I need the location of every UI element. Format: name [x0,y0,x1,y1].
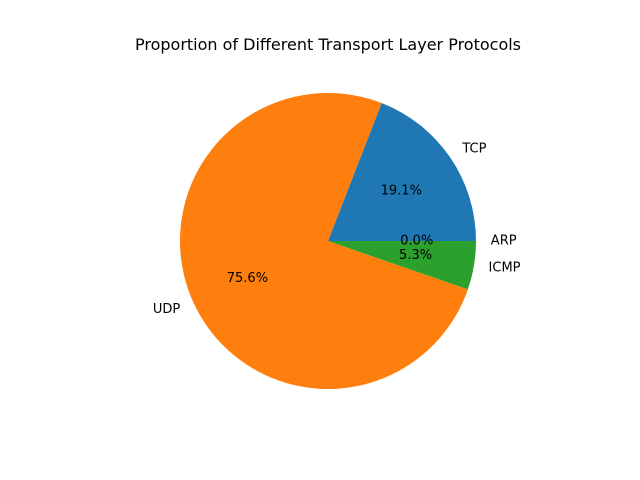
pie-slice-icmp [328,241,476,290]
slice-label-arp: ARP [491,234,517,249]
slice-label-icmp: ICMP [489,260,521,275]
pie-slice-udp [179,92,468,389]
slice-pct-udp: 75.6% [227,271,268,286]
slice-pct-arp: 0.0% [400,234,433,249]
slice-label-tcp: TCP [461,142,486,157]
slice-pct-tcp: 19.1% [381,183,422,198]
slice-pct-icmp: 5.3% [399,248,432,263]
pie-labels: TCP 19.1% UDP 75.6% ICMP 5.3% ARP 0.0% [153,142,521,317]
chart-title: Proportion of Different Transport Layer … [135,35,521,54]
slice-label-udp: UDP [153,302,181,317]
pie-slices [179,92,476,389]
pie-slice-tcp [328,103,476,242]
